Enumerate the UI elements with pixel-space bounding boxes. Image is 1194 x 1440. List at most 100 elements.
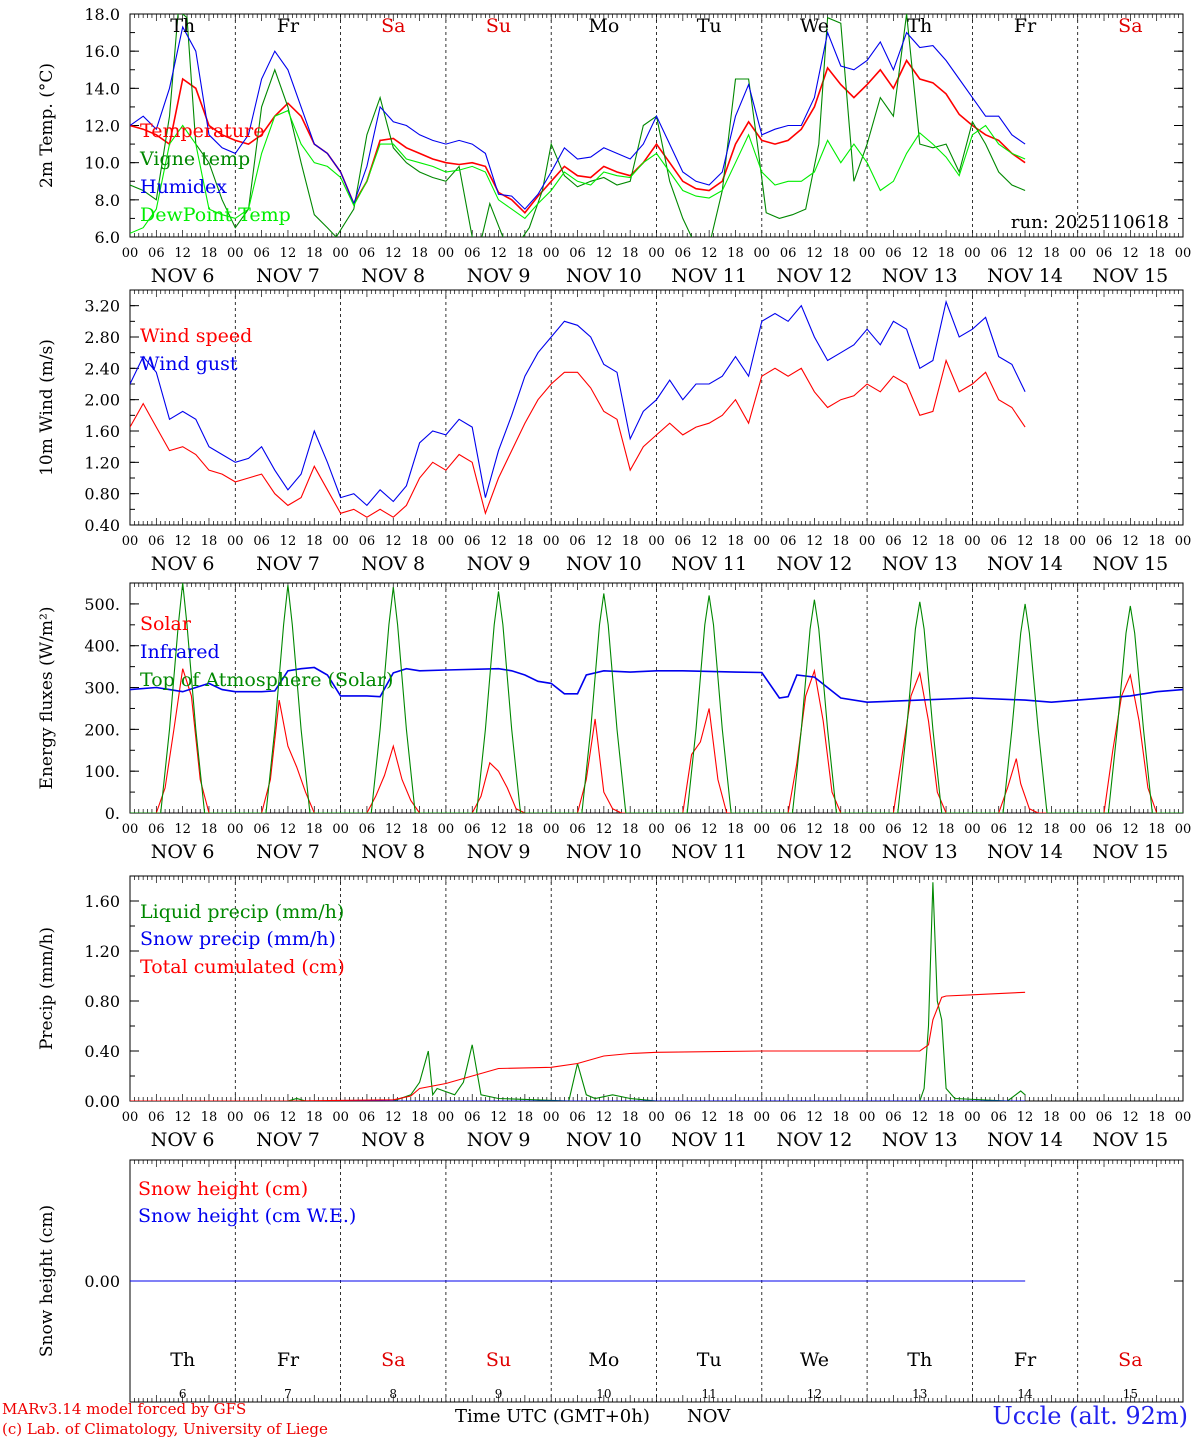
y-tick-label: 500. <box>84 595 120 614</box>
hour-tick-label: 12 <box>1122 246 1139 261</box>
hour-tick-label: 18 <box>201 1110 218 1125</box>
weekday-label: Th <box>170 1349 195 1371</box>
hour-tick-label: 06 <box>359 246 376 261</box>
day-number-label: 15 <box>1123 1387 1138 1401</box>
y-tick-label: 1.60 <box>84 422 120 441</box>
weekday-label: We <box>800 1349 829 1371</box>
hour-tick-label: 12 <box>596 1110 613 1125</box>
y-tick-label: 6.0 <box>95 228 120 247</box>
y-tick-label: 2.80 <box>84 328 120 347</box>
hour-tick-label: 18 <box>517 246 534 261</box>
date-label: NOV 10 <box>566 265 642 287</box>
hour-tick-label: 18 <box>517 1110 534 1125</box>
hour-tick-label: 18 <box>1148 534 1165 549</box>
hour-tick-label: 12 <box>490 534 507 549</box>
legend-entry: Liquid precip (mm/h) <box>140 901 344 923</box>
hour-tick-label: 00 <box>964 534 981 549</box>
hour-tick-label: 00 <box>227 246 244 261</box>
hour-tick-label: 12 <box>911 534 928 549</box>
hour-tick-label: 06 <box>675 534 692 549</box>
date-label: NOV 12 <box>777 841 853 863</box>
hour-tick-label: 06 <box>780 1110 797 1125</box>
hour-tick-label: 18 <box>622 534 639 549</box>
y-tick-label: 100. <box>84 762 120 781</box>
legend-entry: Infrared <box>140 641 220 663</box>
date-label: NOV 6 <box>151 1129 215 1151</box>
hour-tick-label: 06 <box>885 822 902 837</box>
series-line-wind-speed <box>130 358 1026 518</box>
hour-tick-label: 00 <box>438 822 455 837</box>
hour-tick-label: 00 <box>1069 1110 1086 1125</box>
hour-tick-label: 18 <box>1148 1110 1165 1125</box>
hour-tick-label: 00 <box>332 534 349 549</box>
hour-tick-label: 06 <box>990 246 1007 261</box>
hour-tick-label: 12 <box>596 822 613 837</box>
hour-tick-label: 12 <box>490 822 507 837</box>
hour-tick-label: 12 <box>701 1110 718 1125</box>
date-label: NOV 11 <box>671 1129 747 1151</box>
date-label: NOV 11 <box>671 841 747 863</box>
date-label: NOV 14 <box>987 841 1063 863</box>
hour-tick-label: 06 <box>464 822 481 837</box>
hour-tick-label: 06 <box>359 1110 376 1125</box>
hour-tick-label: 00 <box>859 822 876 837</box>
hour-tick-label: 06 <box>1096 534 1113 549</box>
hour-tick-label: 12 <box>385 822 402 837</box>
date-label: NOV 12 <box>777 1129 853 1151</box>
hour-tick-label: 12 <box>911 1110 928 1125</box>
run-label: run: 2025110618 <box>1011 212 1169 233</box>
hour-tick-label: 00 <box>859 246 876 261</box>
hour-tick-label: 12 <box>701 246 718 261</box>
series-line-wind-gust <box>130 299 1026 507</box>
y-tick-label: 3.20 <box>84 297 120 316</box>
date-label: NOV 15 <box>1092 265 1168 287</box>
date-label: NOV 15 <box>1092 553 1168 575</box>
y-tick-label: 0.80 <box>84 485 120 504</box>
y-tick-label: 12.0 <box>84 117 120 136</box>
panel-energy: 0. 100. 200. 300. 400. 500. Energy fluxes (W/m… <box>37 582 1192 863</box>
hour-tick-label: 00 <box>648 1110 665 1125</box>
hour-tick-label: 12 <box>385 1110 402 1125</box>
date-label: NOV 9 <box>467 1129 531 1151</box>
y-tick-label: 0.00 <box>84 1092 120 1111</box>
weekday-label: Th <box>907 1349 932 1371</box>
hour-tick-label: 06 <box>148 534 165 549</box>
series-line-total-cumulated-cm- <box>130 991 1026 1101</box>
legend-entry: Top of Atmosphere (Solar) <box>140 669 393 691</box>
panel-wind: 0.40 0.80 1.20 1.60 2.00 2.40 2.80 3.20 10m Wind… <box>37 289 1191 575</box>
hour-tick-label: 00 <box>754 1110 771 1125</box>
hour-tick-label: 18 <box>517 534 534 549</box>
date-label: NOV 8 <box>361 265 425 287</box>
weekday-label: Sa <box>1118 15 1142 37</box>
hour-tick-label: 18 <box>622 822 639 837</box>
hour-tick-label: 00 <box>227 1110 244 1125</box>
date-label: NOV 13 <box>882 553 958 575</box>
day-number-label: 9 <box>495 1387 503 1401</box>
y-axis-label: Snow height (cm) <box>37 1205 57 1357</box>
date-label: NOV 10 <box>566 553 642 575</box>
hour-tick-label: 12 <box>385 534 402 549</box>
hour-tick-label: 00 <box>122 534 139 549</box>
hour-tick-label: 00 <box>1175 822 1192 837</box>
hour-tick-label: 12 <box>701 822 718 837</box>
series-line-infrared <box>130 666 1183 704</box>
panel-precip: 0.00 0.40 0.80 1.20 1.60 Precip (mm/h) Liquid … <box>37 875 1191 1151</box>
model-credit: MARv3.14 model forced by GFS <box>2 1400 247 1418</box>
series-line-vigne-temp <box>130 14 1026 237</box>
hour-tick-label: 18 <box>411 1110 428 1125</box>
hour-tick-label: 06 <box>780 246 797 261</box>
station-label: Uccle (alt. 92m) <box>992 1402 1188 1430</box>
hour-tick-label: 00 <box>122 246 139 261</box>
hour-tick-label: 18 <box>938 1110 955 1125</box>
legend-entry: DewPoint Temp <box>140 204 291 226</box>
hour-tick-label: 18 <box>727 822 744 837</box>
hour-tick-label: 00 <box>964 246 981 261</box>
hour-tick-label: 18 <box>938 534 955 549</box>
legend-entry: Snow height (cm W.E.) <box>138 1205 356 1227</box>
weekday-label: Sa <box>381 15 405 37</box>
day-number-label: 6 <box>179 1387 187 1401</box>
hour-tick-label: 18 <box>306 534 323 549</box>
hour-tick-label: 12 <box>1017 1110 1034 1125</box>
hour-tick-label: 00 <box>648 822 665 837</box>
weekday-label: Fr <box>1014 15 1037 37</box>
